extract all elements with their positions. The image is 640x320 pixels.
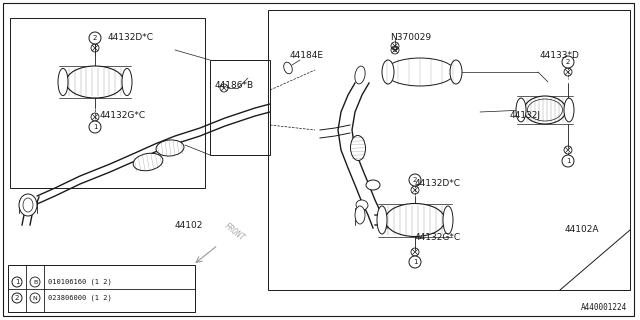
Ellipse shape [356, 200, 368, 210]
Text: 2: 2 [15, 295, 19, 301]
Ellipse shape [355, 206, 365, 224]
Ellipse shape [355, 66, 365, 84]
Circle shape [30, 277, 40, 287]
Text: 2: 2 [93, 35, 97, 41]
Circle shape [89, 32, 101, 44]
Text: 44132G*C: 44132G*C [415, 234, 461, 243]
Text: 023806000 (1 2): 023806000 (1 2) [48, 295, 112, 301]
Text: 44102A: 44102A [565, 226, 600, 235]
Text: 44132D*C: 44132D*C [108, 34, 154, 43]
Text: 44184E: 44184E [290, 51, 324, 60]
Text: N370029: N370029 [390, 34, 431, 43]
Text: N: N [33, 295, 37, 300]
Ellipse shape [66, 66, 124, 98]
Ellipse shape [284, 62, 292, 74]
Text: 1: 1 [566, 158, 570, 164]
Text: 44186*B: 44186*B [215, 81, 254, 90]
Text: A440001224: A440001224 [580, 303, 627, 312]
Ellipse shape [122, 68, 132, 96]
Ellipse shape [351, 135, 365, 161]
Circle shape [30, 293, 40, 303]
Circle shape [89, 121, 101, 133]
Ellipse shape [524, 96, 566, 124]
Ellipse shape [366, 180, 380, 190]
Ellipse shape [443, 206, 453, 234]
Text: 44133*D: 44133*D [540, 51, 580, 60]
Ellipse shape [58, 68, 68, 96]
Text: 44132J: 44132J [510, 110, 541, 119]
Ellipse shape [516, 98, 526, 122]
Ellipse shape [23, 198, 33, 212]
Ellipse shape [385, 204, 445, 236]
Ellipse shape [382, 60, 394, 84]
Text: 0: 0 [393, 47, 397, 53]
Text: 010106160 (1 2): 010106160 (1 2) [48, 279, 112, 285]
Ellipse shape [385, 58, 455, 86]
Text: 2: 2 [566, 59, 570, 65]
Ellipse shape [527, 99, 563, 121]
Text: 1: 1 [93, 124, 97, 130]
Bar [10, 18, 205, 188]
Ellipse shape [377, 206, 387, 234]
Text: 1: 1 [15, 279, 19, 285]
Bar [268, 10, 630, 290]
Circle shape [12, 293, 22, 303]
Ellipse shape [564, 98, 574, 122]
Ellipse shape [450, 60, 462, 84]
Bar [210, 60, 270, 155]
Text: 44132G*C: 44132G*C [100, 110, 146, 119]
Ellipse shape [133, 153, 163, 171]
Ellipse shape [156, 140, 184, 156]
Circle shape [409, 256, 421, 268]
Text: B: B [33, 279, 37, 284]
Ellipse shape [19, 194, 37, 216]
Text: 1: 1 [413, 259, 417, 265]
Circle shape [562, 155, 574, 167]
Text: 2: 2 [413, 177, 417, 183]
Circle shape [12, 277, 22, 287]
Circle shape [409, 174, 421, 186]
Bar [8, 265, 195, 312]
Text: FRONT: FRONT [222, 222, 246, 243]
Text: 44102: 44102 [175, 220, 204, 229]
Text: 44132D*C: 44132D*C [415, 179, 461, 188]
Circle shape [562, 56, 574, 68]
